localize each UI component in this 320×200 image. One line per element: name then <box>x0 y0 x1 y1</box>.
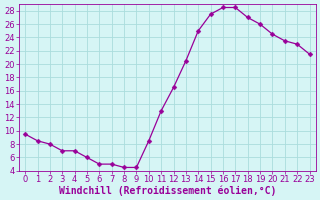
X-axis label: Windchill (Refroidissement éolien,°C): Windchill (Refroidissement éolien,°C) <box>59 185 276 196</box>
